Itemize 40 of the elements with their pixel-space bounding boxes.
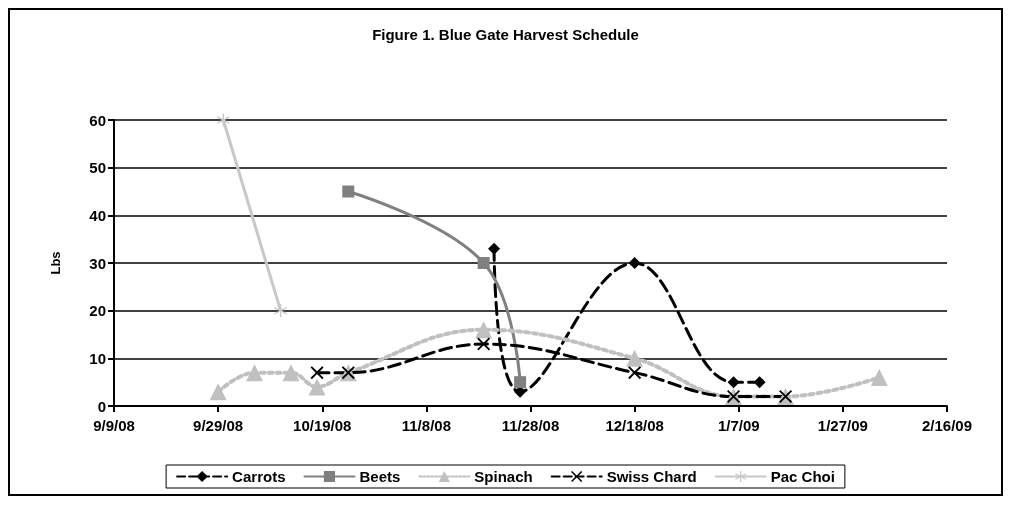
x-tick-label: 11/8/08	[401, 417, 451, 434]
x-tick-label: 2/16/09	[921, 417, 973, 434]
point	[475, 321, 493, 339]
point	[488, 242, 501, 255]
y-tick-label: 20	[89, 302, 106, 320]
y-axis-title: Lbs	[48, 251, 63, 275]
point	[282, 364, 300, 382]
point	[626, 349, 644, 367]
point	[274, 304, 288, 318]
x-tick-label: 9/29/08	[193, 417, 244, 434]
point	[628, 366, 642, 380]
x-tick-label: 11/28/08	[501, 417, 560, 434]
point	[628, 257, 641, 269]
x-tick-label: 9/9/08	[93, 417, 135, 434]
point	[727, 376, 740, 389]
y-tick-label: 40	[89, 206, 106, 224]
x-tick-label: 1/27/09	[817, 417, 868, 434]
point	[342, 185, 355, 198]
legend-label: Swiss Chard	[606, 468, 697, 485]
y-tick-label: 10	[89, 349, 106, 367]
legend-label: Spinach	[474, 468, 533, 485]
x-tick-label: 10/19/08	[293, 417, 352, 434]
point	[216, 113, 230, 127]
y-tick-label: 30	[89, 254, 106, 272]
y-tick-label: 60	[89, 111, 106, 129]
legend-label: Pac Choi	[770, 468, 835, 485]
y-tick-label: 50	[89, 159, 106, 177]
y-tick-label: 0	[97, 397, 106, 415]
point	[308, 378, 326, 396]
point	[477, 257, 490, 269]
point	[870, 368, 888, 386]
point	[246, 364, 264, 382]
legend-label: Carrots	[232, 468, 286, 485]
legend-label: Beets	[359, 468, 401, 485]
x-tick-label: 12/18/08	[605, 417, 664, 434]
x-tick-label: 1/7/09	[717, 417, 760, 434]
point	[753, 376, 766, 389]
point	[209, 383, 227, 401]
chart-title: Figure 1. Blue Gate Harvest Schedule	[372, 26, 639, 43]
point	[514, 376, 527, 389]
